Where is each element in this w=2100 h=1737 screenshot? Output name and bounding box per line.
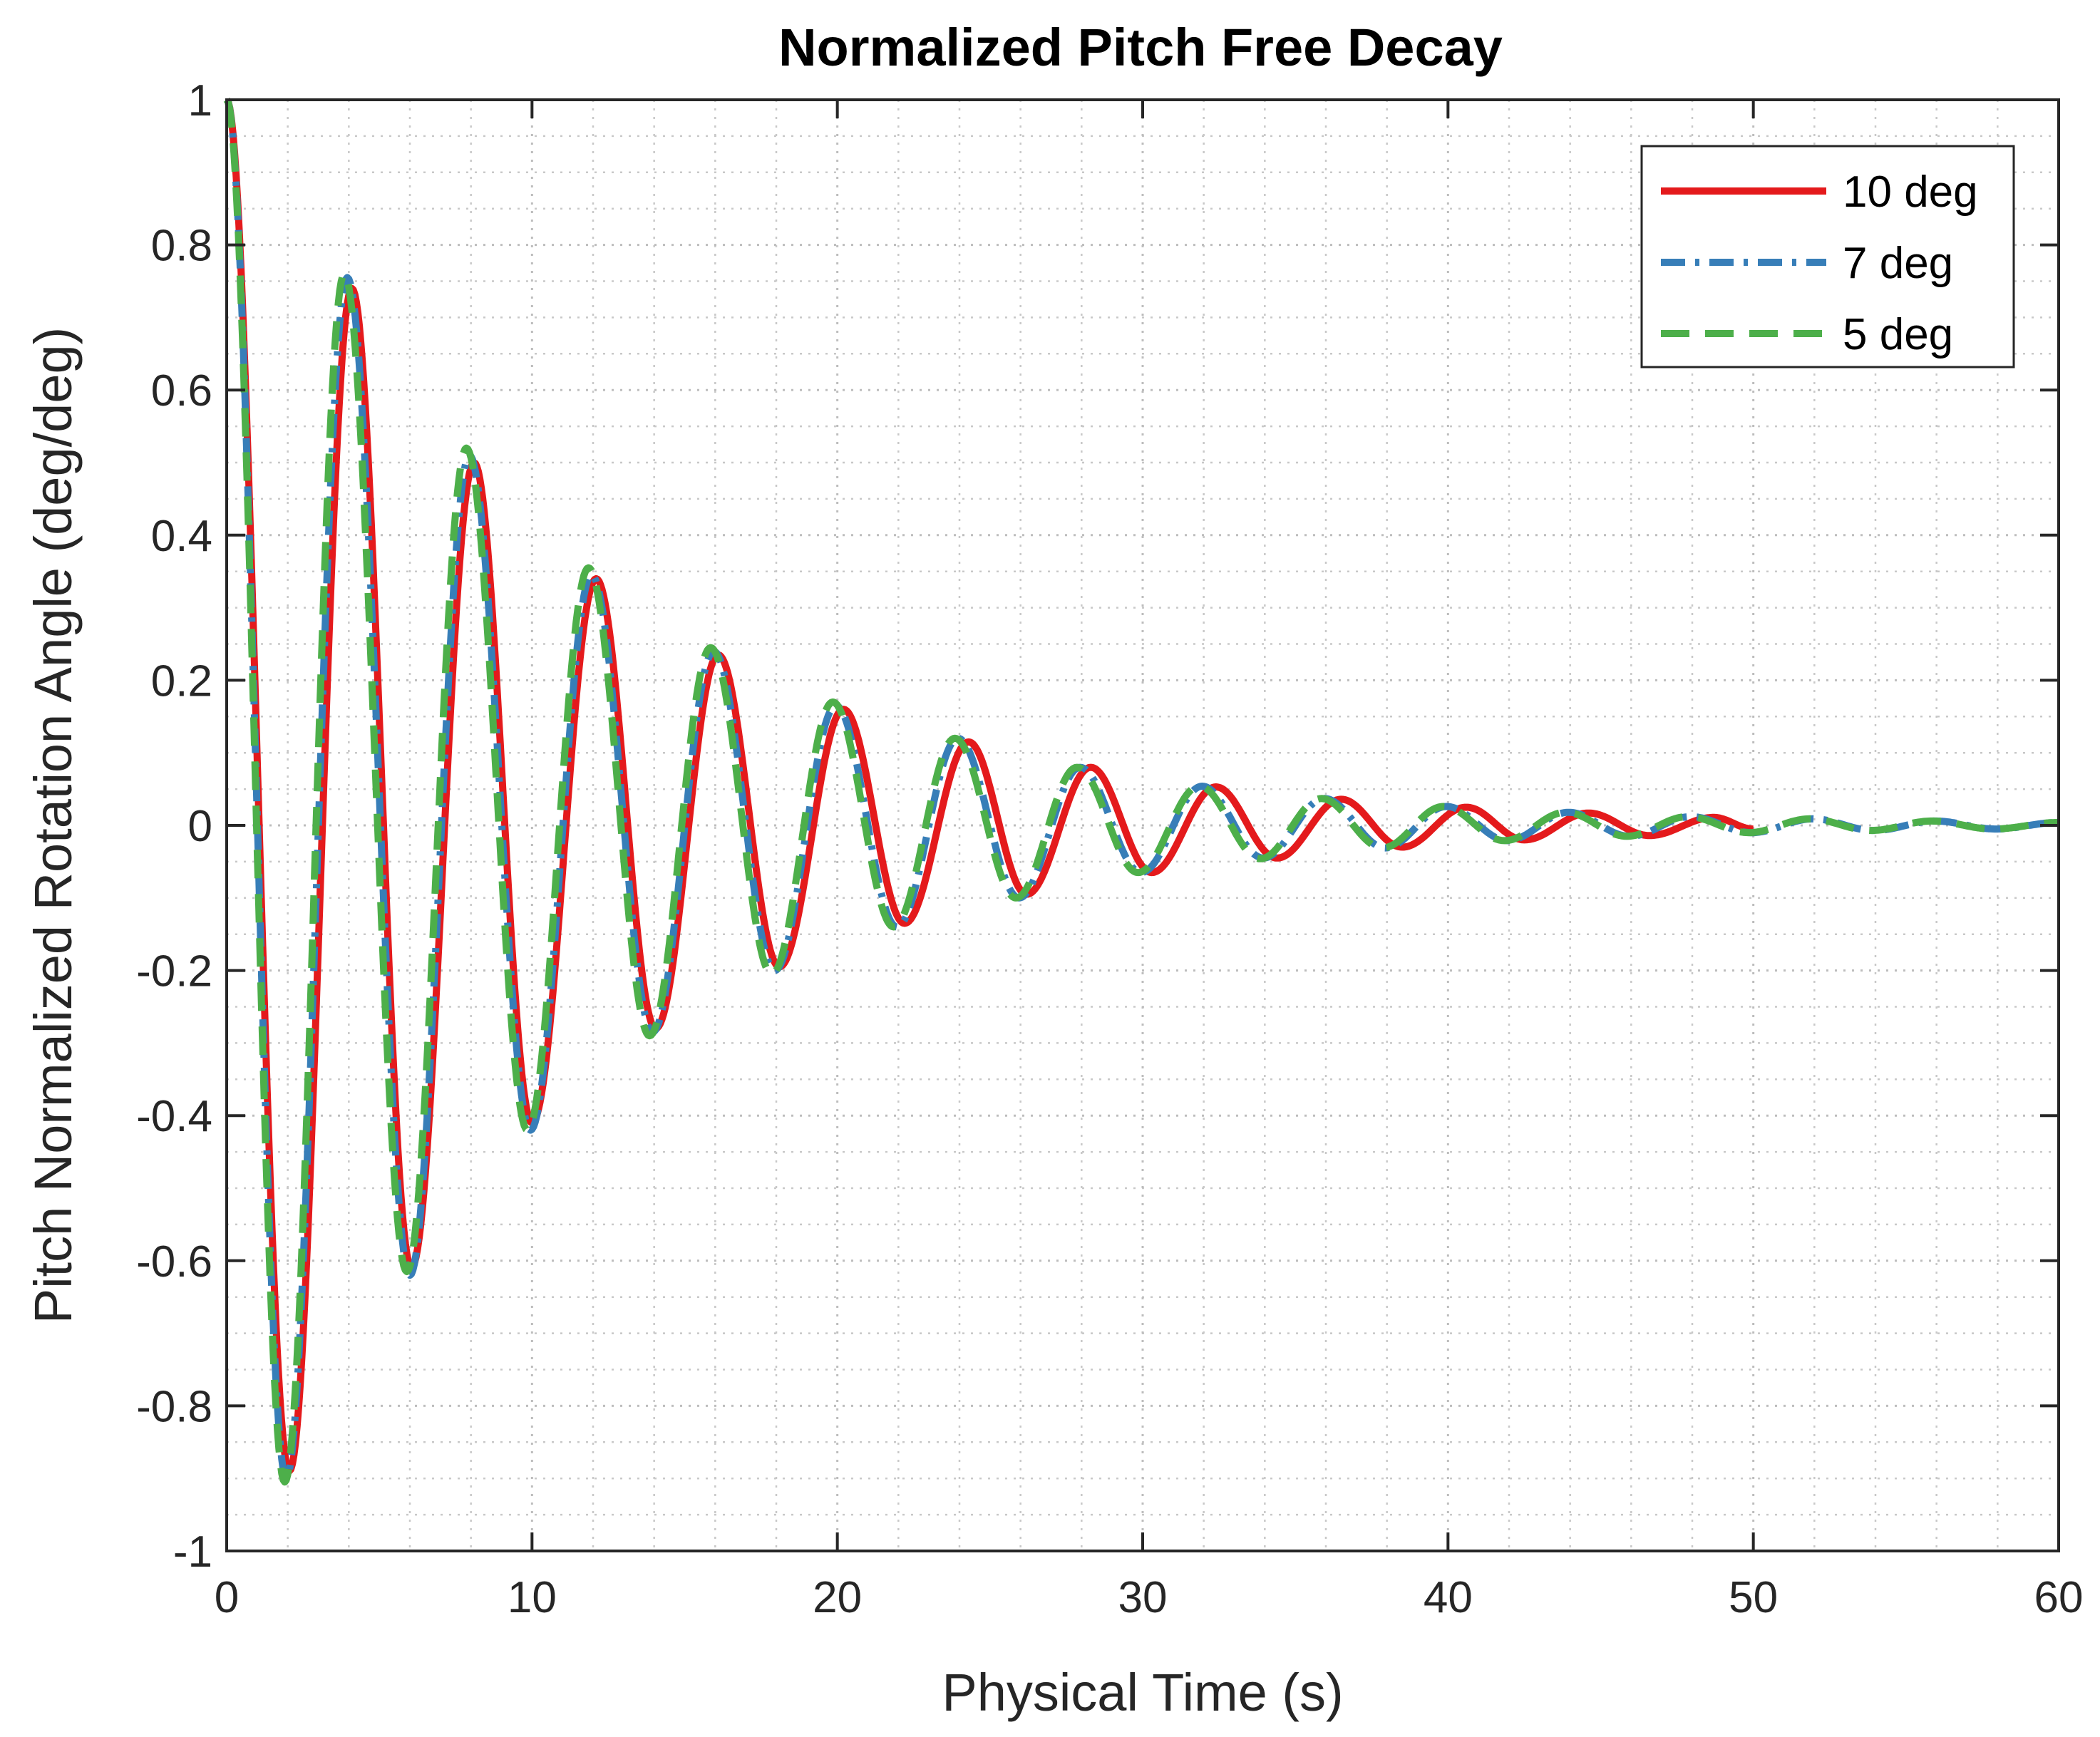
x-tick-label: 50	[1729, 1573, 1778, 1622]
x-tick-label: 30	[1118, 1573, 1168, 1622]
x-axis-label: Physical Time (s)	[942, 1663, 1343, 1722]
y-tick-label: 0	[188, 802, 212, 851]
tick-marks	[225, 98, 2060, 1552]
y-axis-label: Pitch Normalized Rotation Angle (deg/deg…	[24, 327, 83, 1324]
legend-label: 5 deg	[1843, 310, 1953, 359]
y-tick-label: -0.4	[136, 1092, 212, 1141]
x-tick-label: 20	[813, 1573, 862, 1622]
major-grid	[227, 100, 2059, 1551]
y-tick-label: -0.8	[136, 1382, 212, 1431]
x-tick-label: 10	[508, 1573, 557, 1622]
legend-label: 10 deg	[1843, 167, 1978, 217]
x-tick-label: 60	[2034, 1573, 2084, 1622]
x-tick-label: 40	[1424, 1573, 1473, 1622]
y-tick-label: 0.8	[151, 222, 212, 271]
y-tick-label: 1	[188, 76, 212, 125]
legend-box	[1640, 145, 2015, 368]
legend-label: 7 deg	[1843, 239, 1953, 288]
x-tick-labels: 0 10 20 30 40 50 60	[215, 1573, 2084, 1622]
y-tick-label: -1	[173, 1527, 212, 1577]
y-tick-label: 0.6	[151, 366, 212, 416]
y-tick-label: 0.4	[151, 512, 212, 561]
y-tick-label: 0.2	[151, 656, 212, 706]
series-line-5-deg	[223, 98, 2061, 1486]
y-tick-label: -0.6	[136, 1237, 212, 1287]
legend: 10 deg 7 deg 5 deg	[1640, 145, 2015, 368]
y-tick-labels: -1 -0.8 -0.6 -0.4 -0.2 0 0.2 0.4 0.6 0.8 1	[136, 76, 212, 1577]
series-layer	[223, 98, 2061, 1486]
chart-title: Normalized Pitch Free Decay	[778, 18, 1503, 77]
x-tick-label: 0	[215, 1573, 239, 1622]
y-tick-label: -0.2	[136, 947, 212, 996]
